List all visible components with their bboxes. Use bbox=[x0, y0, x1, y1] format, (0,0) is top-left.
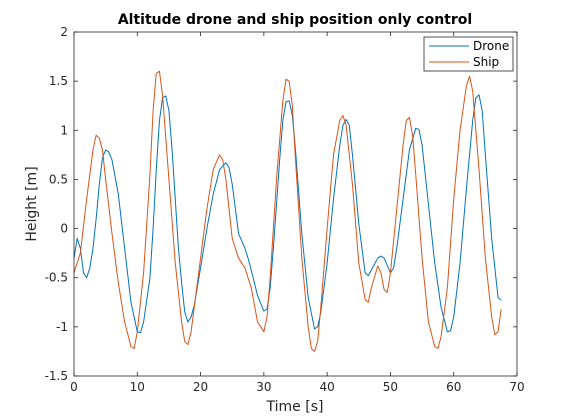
x-axis-label: Time [s] bbox=[266, 399, 324, 415]
y-tick-label: 0.5 bbox=[49, 172, 68, 186]
x-tick-label: 40 bbox=[320, 380, 335, 394]
y-tick-label: 0 bbox=[60, 222, 68, 236]
x-tick-label: 70 bbox=[509, 380, 524, 394]
axes-box bbox=[73, 31, 518, 377]
series-line-drone bbox=[73, 94, 502, 334]
y-tick-label: 1.5 bbox=[49, 74, 68, 88]
plot-area: 0 10 20 30 40 50 60 70 -1.5 -1 -0.5 0 0.5 1 1.5 2 bbox=[45, 25, 525, 394]
x-tick-label: 20 bbox=[193, 380, 208, 394]
series-lines bbox=[73, 70, 502, 352]
legend-label-ship: Ship bbox=[473, 55, 499, 69]
x-tick-label: 10 bbox=[130, 380, 145, 394]
series-line-ship bbox=[73, 70, 502, 352]
y-axis-label: Height [m] bbox=[24, 166, 40, 241]
y-axis: -1.5 -1 -0.5 0 0.5 1 1.5 2 bbox=[45, 25, 517, 383]
legend-box bbox=[423, 36, 514, 72]
y-tick-label: -0.5 bbox=[45, 271, 68, 285]
x-tick-label: 50 bbox=[383, 380, 398, 394]
y-tick-label: -1.5 bbox=[45, 369, 68, 383]
y-tick-label: -1 bbox=[56, 320, 68, 334]
y-tick-label: 2 bbox=[60, 25, 68, 39]
legend: Drone Ship bbox=[423, 36, 514, 72]
legend-label-drone: Drone bbox=[473, 39, 509, 53]
axes-background bbox=[74, 32, 517, 376]
x-tick-label: 30 bbox=[256, 380, 271, 394]
y-tick-label: 1 bbox=[60, 123, 68, 137]
x-tick-label: 60 bbox=[446, 380, 461, 394]
chart-title: Altitude drone and ship position only co… bbox=[118, 12, 472, 28]
x-axis: 0 10 20 30 40 50 60 70 bbox=[70, 32, 525, 394]
x-tick-label: 0 bbox=[70, 380, 78, 394]
